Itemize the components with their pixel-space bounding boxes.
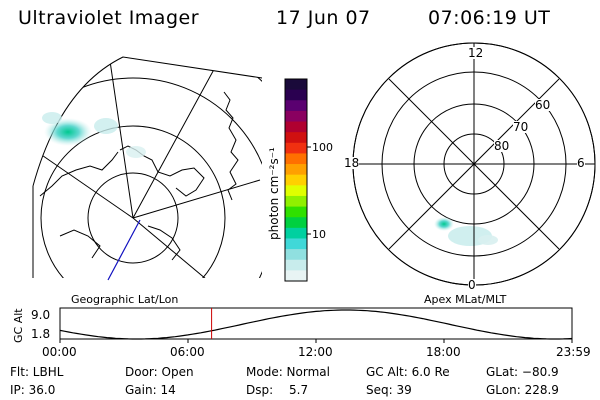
colorbar-segment (285, 121, 307, 133)
colorbar-segment (285, 174, 307, 186)
colorbar-segment (285, 164, 307, 176)
timeline-xtick-3: 18:00 (426, 345, 461, 359)
colorbar-segment (285, 142, 307, 155)
colorbar-tick-100: 100 (312, 141, 333, 154)
seq-status: Seq: 39 (366, 383, 412, 397)
filter-status: Flt: LBHL (10, 365, 64, 379)
timeline-ytick-min: 1.8 (31, 327, 51, 341)
ip-status: IP: 36.0 (10, 383, 56, 397)
instrument-title: Ultraviolet Imager (18, 7, 200, 29)
timeline-ytick-max: 9.0 (31, 308, 51, 322)
door-status: Door: Open (125, 365, 194, 379)
timeline-xtick-1: 06:00 (170, 345, 205, 359)
colorbar-segment (285, 79, 307, 91)
observation-time: 07:06:19 UT (428, 7, 551, 29)
satellite-track (107, 219, 141, 281)
mlat-label-70: 70 (513, 120, 529, 134)
altitude-curve (59, 309, 573, 340)
colorbar-segment (285, 259, 307, 271)
timeline-xtick-0: 00:00 (42, 345, 77, 359)
mlat-label-60: 60 (535, 98, 551, 112)
glon-status: GLon: 228.9 (486, 383, 559, 397)
glat-status: GLat: −80.9 (486, 365, 559, 379)
colorbar-segment (285, 132, 307, 144)
colorbar-tick-10: 10 (312, 228, 326, 241)
colorbar-segment (285, 100, 307, 112)
colorbar-segment (285, 217, 307, 229)
right-map-caption: Apex MLat/MLT (424, 293, 507, 306)
gc-alt-status: GC Alt: 6.0 Re (366, 365, 450, 379)
timeline-xtick-4: 23:59 (556, 345, 591, 359)
timeline-xtick-2: 12:00 (298, 345, 333, 359)
dsp-value: 5.7 (289, 383, 309, 397)
colorbar-segment (285, 206, 307, 218)
gain-status: Gain: 14 (125, 383, 176, 397)
colorbar-segment (285, 110, 307, 123)
mlt-label-6: 6 (577, 156, 585, 170)
mlat-label-80: 80 (494, 139, 510, 153)
dsp-label: Dsp: (246, 383, 274, 397)
colorbar-segment (285, 238, 307, 250)
mlt-label-18: 18 (344, 156, 360, 170)
timeline-axis-title: GC Alt (12, 308, 25, 343)
mlt-label-0: 0 (468, 278, 476, 292)
mode-status: Mode: Normal (246, 365, 330, 379)
mlt-label-12: 12 (468, 46, 484, 60)
observation-date: 17 Jun 07 (276, 7, 371, 29)
aurora-emission-right (434, 217, 454, 231)
colorbar-segment (285, 185, 307, 197)
colorbar-segment (285, 270, 307, 282)
colorbar-segment (285, 89, 307, 101)
colorbar-segment (285, 153, 307, 165)
aurora-emission-left (44, 118, 92, 146)
left-map-caption: Geographic Lat/Lon (71, 293, 179, 306)
colorbar-segment (285, 249, 307, 261)
colorbar-segment (285, 195, 307, 208)
colorbar-segment (285, 227, 307, 240)
